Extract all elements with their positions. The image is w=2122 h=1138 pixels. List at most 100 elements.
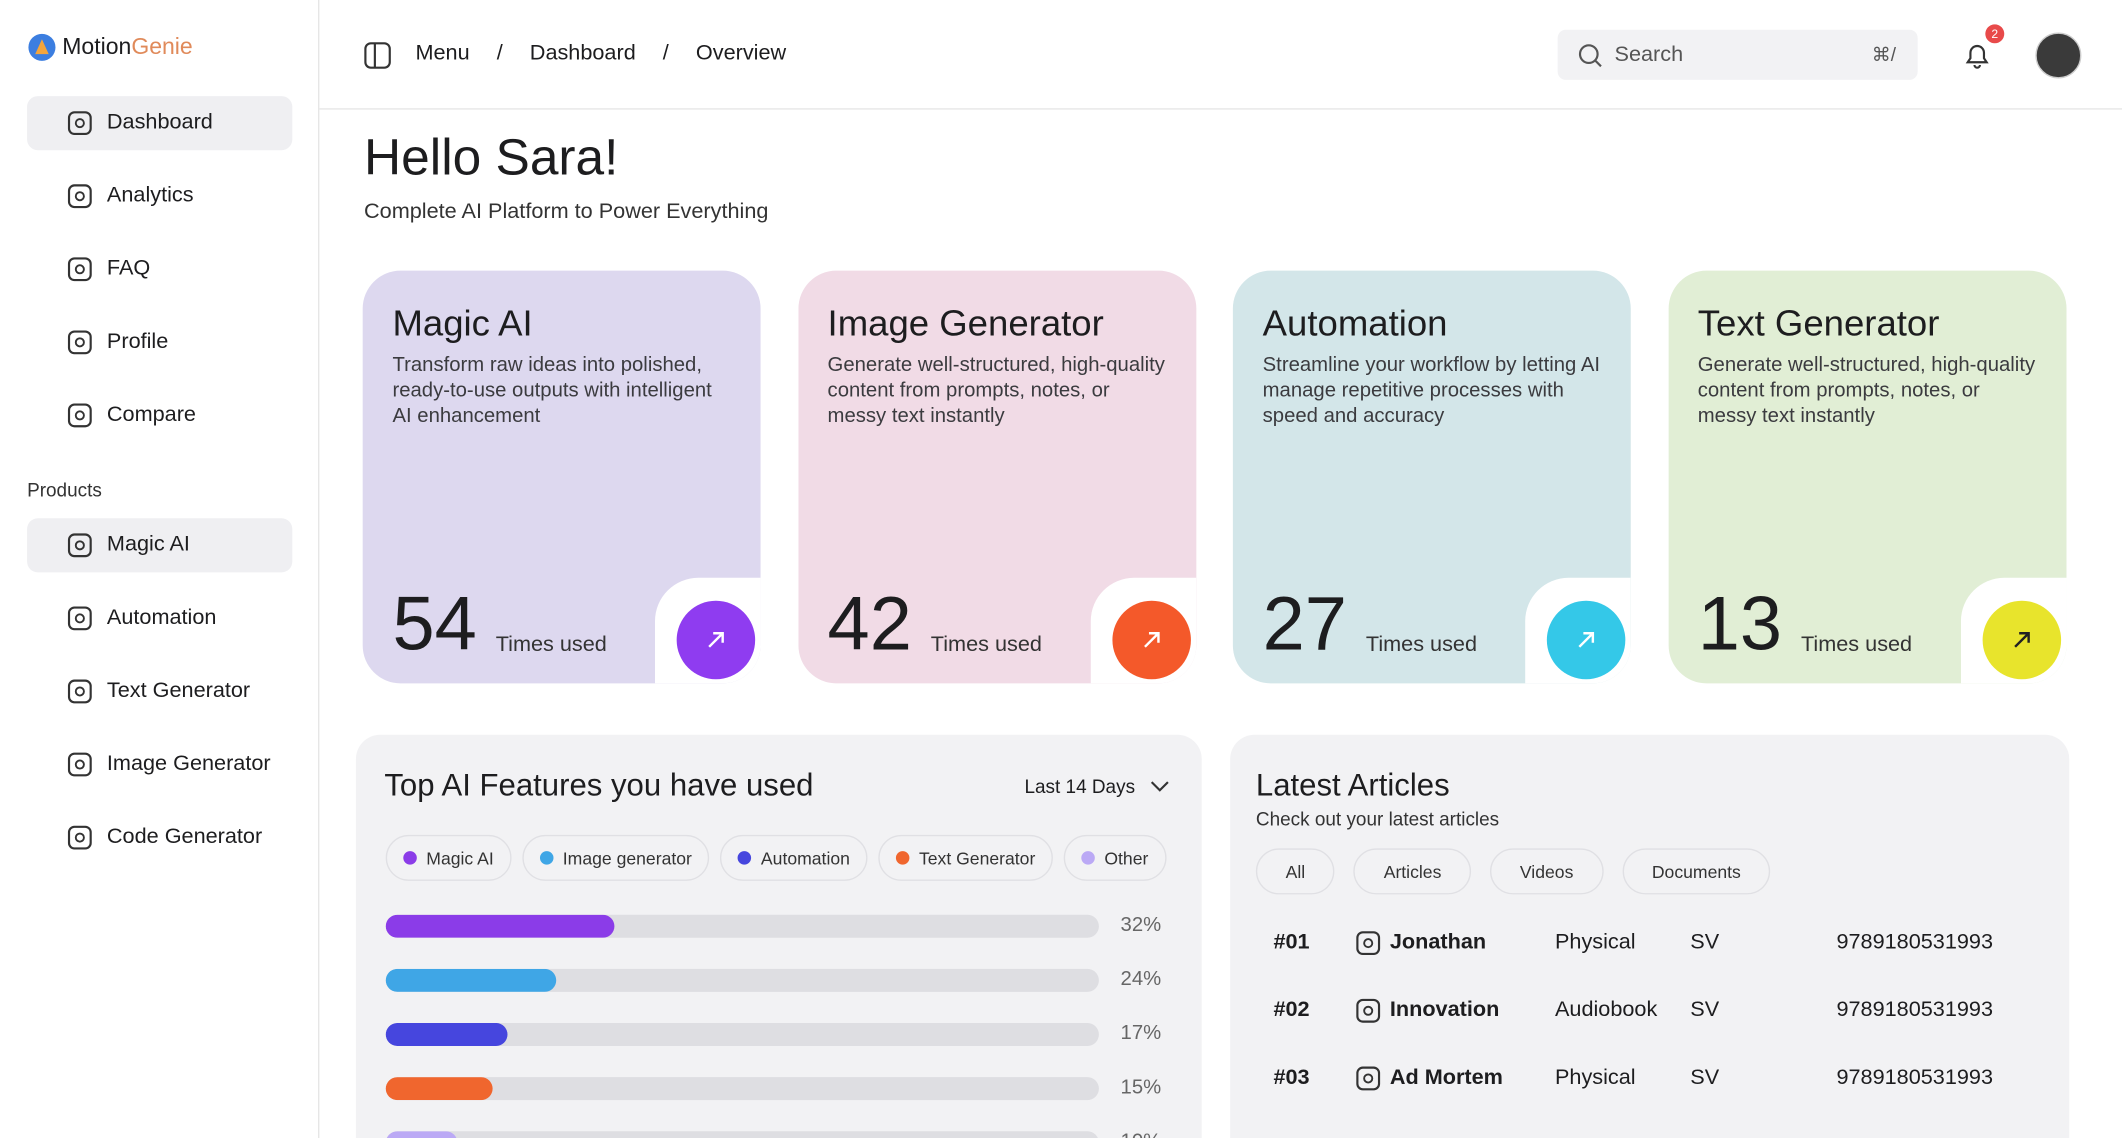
nav-icon (67, 257, 92, 282)
filter-pill[interactable]: Documents (1622, 848, 1771, 895)
nav-item[interactable]: Dashboard (27, 96, 293, 151)
search-icon (1578, 43, 1602, 67)
nav-item[interactable]: Compare (27, 388, 292, 442)
bar (385, 1022, 507, 1046)
articles-subtitle: Check out your latest articles (1255, 807, 1500, 830)
filter-pill[interactable]: Articles (1353, 848, 1472, 895)
features-title: Top AI Features you have used (384, 767, 814, 803)
menu-icon[interactable] (363, 41, 393, 71)
legend-item[interactable]: Automation (720, 834, 868, 881)
bar-track (385, 968, 1099, 992)
open-button[interactable] (1981, 600, 2061, 680)
nav-item[interactable]: Text Generator (27, 664, 292, 718)
avatar[interactable] (2035, 32, 2082, 79)
legend-label: Automation (760, 847, 850, 869)
nav-icon (67, 679, 92, 704)
feature-card: Automation Streamline your workflow by le… (1232, 270, 1631, 684)
article-row[interactable]: #02 Innovation Audiobook SV 9789180531993 (1273, 995, 2044, 1027)
filter-pill[interactable]: Videos (1490, 848, 1604, 895)
bar-track (385, 1022, 1099, 1046)
crumb-separator: / (496, 41, 503, 65)
card-unit: Times used (1800, 633, 1913, 657)
search-placeholder: Search (1614, 42, 1684, 66)
crumb[interactable]: Overview (695, 41, 787, 65)
feature-card: Magic AI Transform raw ideas into polishe… (362, 270, 761, 684)
articles-panel: Latest Articles Check out your latest ar… (1230, 734, 2070, 1138)
legend-dot (403, 851, 417, 865)
open-button[interactable] (676, 600, 756, 680)
search-box[interactable]: Search ⌘/ (1557, 29, 1918, 80)
open-button[interactable] (1546, 600, 1626, 680)
card-title: Automation (1262, 303, 1448, 344)
article-type: Physical (1554, 930, 1636, 954)
nav-icon (67, 184, 92, 209)
nav-item[interactable]: FAQ (27, 242, 292, 296)
feature-card: Image Generator Generate well-structured,… (797, 270, 1196, 684)
bar (385, 1077, 493, 1101)
legend-item[interactable]: Image generator (522, 834, 710, 881)
article-title: Innovation (1389, 998, 1500, 1022)
notch (1960, 577, 2066, 684)
card-count: 27 (1262, 580, 1347, 666)
card-title: Text Generator (1697, 303, 1940, 344)
arrow-icon (1143, 632, 1159, 648)
card-title: Image Generator (827, 303, 1104, 344)
article-row[interactable]: #01 Jonathan Physical SV 9789180531993 (1273, 927, 2044, 959)
card-title: Magic AI (392, 303, 533, 344)
header: Menu / Dashboard / Overview Search ⌘/ 2 (319, 0, 2122, 110)
nav-label: Profile (106, 330, 169, 354)
filter-pill[interactable]: All (1255, 848, 1335, 895)
nav-item[interactable]: Code Generator (27, 811, 292, 865)
legend-dot (737, 851, 752, 865)
article-code: SV (1690, 1066, 1720, 1090)
legend-label: Image generator (562, 847, 692, 869)
nav-item[interactable]: Analytics (27, 169, 292, 223)
bar-label: 10% (1121, 1130, 1162, 1138)
legend-label: Magic AI (426, 847, 494, 869)
brand: Motion Genie (27, 32, 193, 62)
article-id: #02 (1273, 998, 1310, 1022)
legend-item[interactable]: Magic AI (385, 834, 512, 881)
nav-icon (67, 111, 92, 136)
article-row[interactable]: #03 Ad Mortem Physical SV 9789180531993 (1273, 1062, 2044, 1094)
nav-label: Dashboard (106, 110, 213, 134)
notch (655, 577, 761, 684)
bar-track (385, 1077, 1099, 1101)
arrow-icon (708, 632, 724, 648)
crumb[interactable]: Dashboard (529, 41, 636, 65)
bar (385, 1131, 457, 1138)
card-unit: Times used (495, 633, 607, 657)
card-description: Generate well-structured, high-quality c… (1697, 353, 2036, 428)
nav-label: Analytics (106, 184, 194, 208)
nav-icon (67, 330, 92, 355)
card-count-row: 42 Times used (828, 585, 1042, 661)
legend-dot (895, 851, 910, 865)
article-code: SV (1690, 998, 1720, 1022)
range-label: Last 14 Days (1024, 775, 1136, 798)
article-title: Ad Mortem (1389, 1066, 1503, 1090)
nav-icon (67, 825, 92, 850)
range-select[interactable]: Last 14 Days (1024, 775, 1170, 797)
legend-item[interactable]: Text Generator (878, 834, 1053, 881)
nav-label: FAQ (106, 257, 151, 281)
nav-item[interactable]: Profile (27, 315, 292, 369)
crumb[interactable]: Menu (415, 41, 470, 65)
card-description: Streamline your workflow by letting AI m… (1262, 353, 1601, 428)
bell-icon[interactable] (1962, 41, 1992, 71)
bar-label: 17% (1120, 1021, 1162, 1045)
legend-dot (1081, 851, 1095, 865)
nav-item[interactable]: Image Generator (27, 737, 292, 791)
notification-badge: 2 (1985, 24, 2005, 44)
nav-item[interactable]: Automation (27, 591, 292, 645)
card-unit: Times used (1365, 633, 1478, 657)
article-title: Jonathan (1389, 930, 1487, 954)
logo (28, 33, 56, 61)
legend-item[interactable]: Other (1063, 834, 1166, 881)
open-button[interactable] (1111, 600, 1191, 680)
card-count: 54 (392, 580, 477, 666)
articles-title: Latest Articles (1255, 767, 1450, 803)
nav-icon (1356, 931, 1381, 956)
nav-item[interactable]: Magic AI (27, 518, 293, 573)
nav-label: Automation (106, 606, 217, 630)
